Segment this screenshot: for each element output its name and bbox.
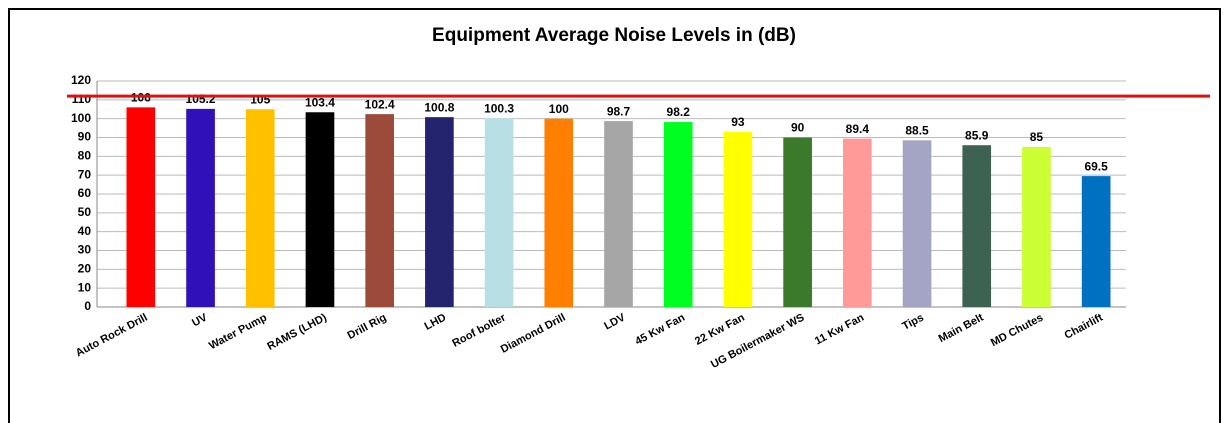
y-tick-label: 0 [84, 299, 91, 313]
data-label: 89.4 [846, 122, 870, 136]
bar [484, 118, 514, 307]
x-tick-label: 45 Kw Fan [633, 311, 687, 347]
data-label: 93 [731, 115, 745, 129]
y-tick-label: 40 [78, 224, 92, 238]
data-label: 90 [791, 121, 805, 135]
x-tick-label: Water Pump [207, 311, 269, 352]
y-tick-label: 50 [78, 205, 92, 219]
data-label: 88.5 [905, 123, 929, 137]
data-label: 100 [549, 102, 569, 116]
y-tick-label: 30 [78, 243, 92, 257]
x-tick-label: Chairlift [1063, 311, 1106, 341]
y-tick-label: 80 [78, 149, 92, 163]
bar [663, 122, 693, 307]
x-tick-label: LHD [423, 312, 449, 333]
bar [544, 118, 574, 308]
data-label: 85 [1030, 130, 1044, 144]
y-tick-label: 60 [78, 186, 92, 200]
data-label: 105 [250, 92, 270, 106]
bar [186, 108, 215, 307]
y-tick-label: 90 [78, 130, 92, 144]
x-tick-label: LDV [602, 311, 628, 332]
bar [1081, 176, 1111, 307]
data-label: 98.2 [667, 105, 691, 119]
x-tick-label: RAMS (LHD) [265, 311, 329, 352]
x-tick-label: MD Chutes [989, 312, 1045, 350]
x-tick-label: Drill Rig [346, 312, 389, 342]
bar [604, 121, 633, 308]
data-label: 102.4 [365, 97, 395, 111]
bar [1022, 146, 1051, 307]
bar [305, 112, 335, 307]
bar [365, 114, 395, 307]
bar [842, 138, 872, 307]
x-tick-label: UV [190, 311, 210, 329]
bar [245, 109, 275, 307]
y-tick-label: 20 [78, 262, 92, 276]
bar [902, 140, 932, 307]
y-tick-label: 100 [71, 111, 91, 125]
y-tick-label: 120 [71, 73, 91, 87]
data-label: 69.5 [1084, 159, 1108, 173]
bar [425, 117, 454, 307]
x-tick-label: 22 Kw Fan [693, 311, 747, 347]
y-tick-label: 10 [78, 280, 92, 294]
data-label: 85.9 [965, 128, 989, 142]
data-label: 105.2 [186, 92, 216, 106]
data-label: 100.3 [484, 101, 514, 115]
frame [8, 8, 1221, 423]
bar [783, 137, 812, 307]
bar [962, 145, 992, 307]
x-tick-label: 11 Kw Fan [813, 311, 866, 347]
x-tick-label: Main Belt [937, 311, 986, 345]
x-tick-label: Diamond Drill [499, 312, 568, 356]
bar [723, 131, 753, 307]
chart-title: Equipment Average Noise Levels in (dB) [432, 25, 796, 46]
y-tick-label: 110 [72, 92, 92, 106]
y-tick-label: 70 [78, 167, 92, 181]
x-tick-label: Tips [900, 312, 925, 333]
data-label: 100.8 [424, 100, 454, 114]
data-label: 98.7 [607, 104, 631, 118]
data-label: 103.4 [305, 95, 335, 109]
x-tick-label: Auto Rock Drill [74, 312, 150, 360]
bar [126, 107, 156, 307]
